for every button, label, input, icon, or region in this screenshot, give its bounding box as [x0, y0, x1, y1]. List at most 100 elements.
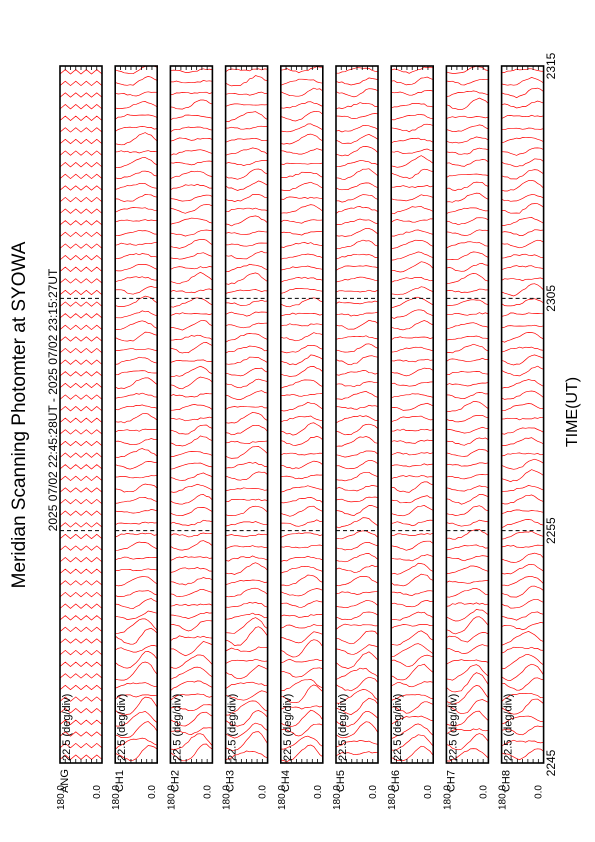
trace-line: [446, 437, 489, 446]
trace-line: [446, 229, 489, 236]
trace-line: [391, 402, 434, 411]
trace-line: [446, 147, 489, 155]
trace-line: [501, 114, 544, 119]
trace-line: [60, 545, 102, 551]
trace-line: [446, 733, 489, 751]
trace-line: [280, 312, 323, 317]
trace-line: [501, 332, 544, 343]
panel-frame: [279, 65, 324, 764]
trace-line: [170, 114, 213, 121]
trace-line: [225, 487, 268, 491]
trace-line: [446, 710, 489, 727]
trace-line: [391, 428, 434, 432]
trace-line: [225, 555, 268, 562]
trace-line: [60, 231, 102, 238]
trace-line: [280, 532, 323, 538]
trace-line: [391, 113, 434, 121]
trace-line: [170, 519, 213, 526]
trace-line: [336, 721, 378, 739]
trace-line: [446, 685, 489, 705]
trace-line: [501, 194, 544, 202]
trace-line: [170, 91, 213, 96]
trace-line: [391, 590, 434, 596]
trace-line: [446, 555, 489, 562]
time-tick-label: 2315: [544, 52, 558, 79]
trace-line: [115, 132, 158, 146]
trace-line: [225, 579, 268, 585]
trace-line: [115, 207, 158, 213]
trace-line: [336, 88, 378, 98]
trace-line: [115, 150, 158, 154]
ytick-label-min: 0.0: [258, 785, 269, 799]
trace-line: [446, 192, 489, 203]
ytick-label-min: 0.0: [368, 785, 379, 799]
trace-line: [501, 611, 544, 621]
trace-line: [225, 138, 268, 143]
trace-line: [391, 218, 434, 223]
trace-line: [501, 646, 544, 654]
trace-line: [336, 667, 378, 680]
trace-line: [60, 498, 102, 505]
trace-line: [225, 664, 268, 680]
trace-line: [170, 297, 213, 308]
trace-line: [446, 485, 489, 492]
trace-line: [170, 462, 213, 470]
trace-line: [280, 110, 323, 122]
trace-line: [336, 423, 378, 436]
trace-line: [115, 286, 158, 295]
trace-line: [501, 544, 544, 548]
trace-line: [501, 552, 544, 563]
trace-line: [391, 715, 434, 725]
trace-line: [170, 612, 213, 619]
trace-line: [336, 182, 378, 191]
trace-line: [115, 66, 158, 75]
trace-line: [225, 322, 268, 329]
ytick-label-min: 0.0: [423, 785, 434, 799]
trace-line: [170, 711, 213, 727]
trace-line: [280, 379, 323, 389]
panel-traces: [336, 67, 378, 757]
trace-line: [446, 263, 489, 272]
trace-line: [280, 705, 323, 710]
trace-line: [225, 103, 268, 107]
trace-line: [336, 404, 378, 410]
trace-line: [446, 448, 489, 457]
trace-line: [391, 554, 434, 562]
trace-line: [225, 602, 268, 608]
trace-line: [60, 557, 102, 563]
trace-line: [170, 416, 213, 422]
trace-line: [280, 667, 323, 678]
trace-line: [170, 635, 213, 642]
trace-line: [446, 609, 489, 622]
trace-line: [391, 194, 434, 202]
trace-line: [280, 148, 323, 155]
trace-line: [280, 435, 323, 446]
trace-line: [225, 412, 268, 424]
panel-traces: [501, 68, 544, 761]
trace-line: [60, 452, 102, 458]
trace-line: [446, 173, 489, 178]
trace-line: [280, 101, 323, 109]
trace-line: [60, 266, 102, 272]
ytick-label-min: 0.0: [202, 785, 213, 799]
trace-line: [115, 229, 158, 237]
trace-line: [60, 464, 102, 470]
trace-line: [336, 194, 378, 203]
trace-line: [446, 288, 489, 293]
trace-line: [115, 194, 158, 202]
trace-line: [336, 505, 378, 516]
trace-line: [170, 451, 213, 457]
trace-line: [60, 603, 102, 609]
trace-line: [391, 452, 434, 456]
trace-line: [336, 611, 378, 621]
trace-line: [336, 450, 378, 458]
trace-line: [501, 283, 544, 297]
trace-line: [501, 217, 544, 226]
trace-line: [225, 250, 268, 260]
trace-line: [280, 276, 323, 283]
trace-line: [336, 77, 378, 86]
ytick-label-min: 0.0: [92, 785, 103, 799]
trace-line: [60, 615, 102, 621]
trace-line: [391, 346, 434, 353]
